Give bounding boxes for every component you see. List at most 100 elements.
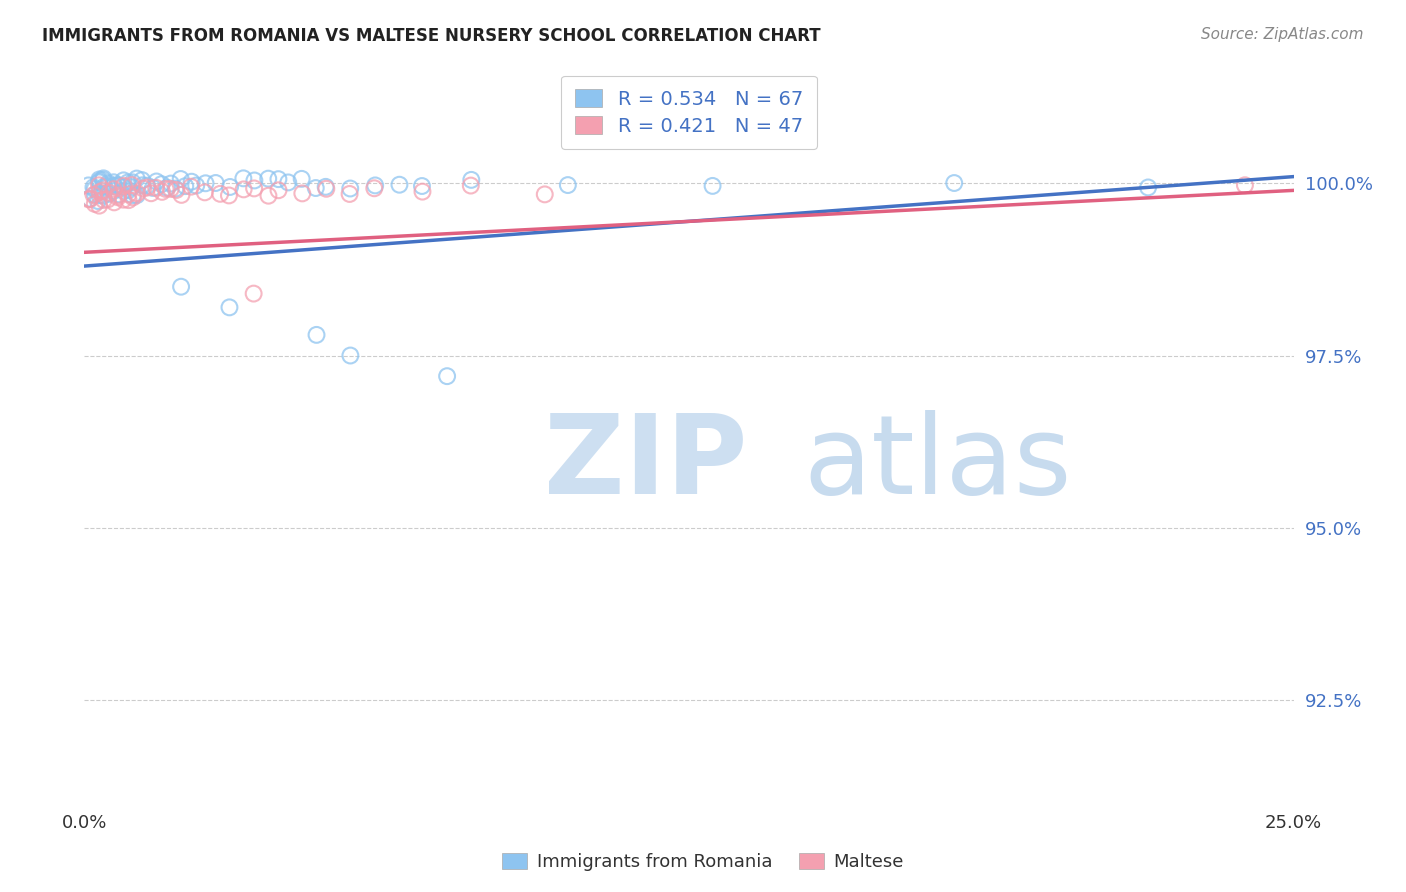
Point bbox=[87, 178, 110, 193]
Point bbox=[339, 181, 361, 195]
Point bbox=[93, 171, 115, 186]
Point bbox=[145, 174, 167, 188]
Point bbox=[232, 171, 254, 186]
Point bbox=[117, 176, 139, 190]
Point bbox=[702, 178, 724, 193]
Point bbox=[103, 182, 125, 196]
Point bbox=[436, 369, 458, 384]
Point bbox=[108, 187, 131, 202]
Point bbox=[91, 188, 114, 202]
Point bbox=[103, 195, 125, 210]
Point bbox=[180, 175, 202, 189]
Point bbox=[388, 178, 411, 192]
Point bbox=[125, 188, 148, 202]
Point bbox=[77, 178, 100, 193]
Point bbox=[460, 178, 482, 193]
Point bbox=[460, 173, 482, 187]
Point bbox=[89, 175, 111, 189]
Point bbox=[315, 182, 337, 196]
Legend: R = 0.534   N = 67, R = 0.421   N = 47: R = 0.534 N = 67, R = 0.421 N = 47 bbox=[561, 76, 817, 149]
Text: ZIP: ZIP bbox=[544, 409, 747, 516]
Point bbox=[79, 192, 101, 206]
Point bbox=[91, 183, 114, 197]
Point bbox=[180, 179, 202, 194]
Point bbox=[125, 171, 148, 186]
Text: atlas: atlas bbox=[804, 409, 1073, 516]
Point bbox=[145, 181, 167, 195]
Point bbox=[89, 174, 111, 188]
Point bbox=[533, 187, 555, 202]
Point bbox=[291, 186, 314, 201]
Point bbox=[174, 179, 197, 194]
Point bbox=[112, 178, 135, 193]
Point bbox=[89, 172, 111, 186]
Point bbox=[136, 178, 159, 193]
Point bbox=[107, 190, 129, 204]
Point bbox=[91, 173, 114, 187]
Point bbox=[79, 192, 101, 206]
Point bbox=[363, 181, 385, 195]
Point bbox=[209, 186, 232, 201]
Point bbox=[142, 181, 165, 195]
Point bbox=[242, 286, 264, 301]
Point bbox=[1137, 180, 1160, 194]
Point bbox=[112, 193, 135, 207]
Point bbox=[117, 193, 139, 207]
Point bbox=[132, 181, 155, 195]
Point bbox=[339, 186, 361, 201]
Point bbox=[243, 173, 266, 187]
Point bbox=[87, 194, 110, 208]
Point bbox=[97, 193, 120, 207]
Point bbox=[97, 178, 120, 193]
Point bbox=[83, 197, 105, 211]
Point bbox=[170, 172, 193, 186]
Point bbox=[98, 186, 121, 200]
Point bbox=[97, 186, 120, 201]
Point bbox=[84, 187, 107, 202]
Point bbox=[112, 184, 135, 198]
Point bbox=[83, 188, 105, 202]
Point bbox=[150, 185, 173, 199]
Point bbox=[121, 178, 143, 192]
Point bbox=[131, 178, 153, 193]
Point bbox=[277, 176, 299, 190]
Point bbox=[305, 181, 328, 195]
Point bbox=[107, 178, 129, 192]
Point bbox=[89, 185, 111, 199]
Point bbox=[121, 188, 143, 202]
Point bbox=[170, 279, 193, 293]
Point bbox=[121, 180, 143, 194]
Point bbox=[204, 176, 226, 190]
Point bbox=[1233, 178, 1256, 193]
Point bbox=[107, 178, 129, 193]
Point bbox=[170, 187, 193, 202]
Point bbox=[943, 176, 966, 190]
Point bbox=[93, 193, 115, 207]
Point bbox=[101, 184, 124, 198]
Point bbox=[131, 173, 153, 187]
Point bbox=[243, 181, 266, 195]
Point bbox=[194, 176, 217, 190]
Point bbox=[159, 182, 181, 196]
Legend: Immigrants from Romania, Maltese: Immigrants from Romania, Maltese bbox=[495, 846, 911, 879]
Point bbox=[165, 181, 187, 195]
Point bbox=[122, 190, 145, 204]
Point bbox=[97, 180, 120, 194]
Point bbox=[82, 180, 104, 194]
Point bbox=[411, 179, 433, 194]
Point bbox=[339, 349, 361, 363]
Point bbox=[194, 186, 217, 200]
Point bbox=[155, 182, 177, 196]
Point bbox=[218, 301, 240, 315]
Point bbox=[97, 176, 120, 190]
Point bbox=[107, 188, 129, 202]
Point bbox=[103, 178, 125, 193]
Point bbox=[139, 186, 162, 201]
Point bbox=[112, 173, 135, 187]
Point bbox=[112, 179, 135, 194]
Text: IMMIGRANTS FROM ROMANIA VS MALTESE NURSERY SCHOOL CORRELATION CHART: IMMIGRANTS FROM ROMANIA VS MALTESE NURSE… bbox=[42, 27, 821, 45]
Point bbox=[125, 186, 148, 201]
Point bbox=[267, 183, 290, 197]
Point bbox=[156, 180, 179, 194]
Point bbox=[291, 172, 314, 186]
